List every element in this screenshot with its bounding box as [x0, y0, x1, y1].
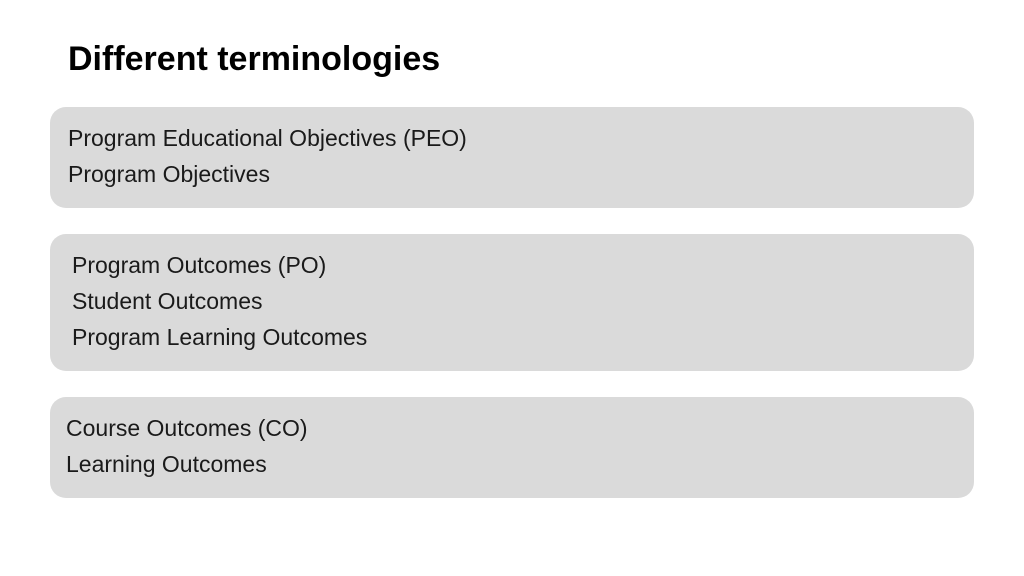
terminology-item: Course Outcomes (CO): [66, 411, 952, 447]
terminology-group: Course Outcomes (CO) Learning Outcomes: [50, 397, 974, 498]
terminology-item: Student Outcomes: [72, 284, 952, 320]
terminology-group: Program Outcomes (PO) Student Outcomes P…: [50, 234, 974, 371]
terminology-item: Learning Outcomes: [66, 447, 952, 483]
terminology-item: Program Outcomes (PO): [72, 248, 952, 284]
terminology-item: Program Learning Outcomes: [72, 320, 952, 356]
slide-title: Different terminologies: [68, 40, 974, 79]
group-list: Program Educational Objectives (PEO) Pro…: [50, 107, 974, 498]
terminology-group: Program Educational Objectives (PEO) Pro…: [50, 107, 974, 208]
terminology-item: Program Educational Objectives (PEO): [68, 121, 952, 157]
terminology-item: Program Objectives: [68, 157, 952, 193]
slide: Different terminologies Program Educatio…: [0, 0, 1024, 576]
